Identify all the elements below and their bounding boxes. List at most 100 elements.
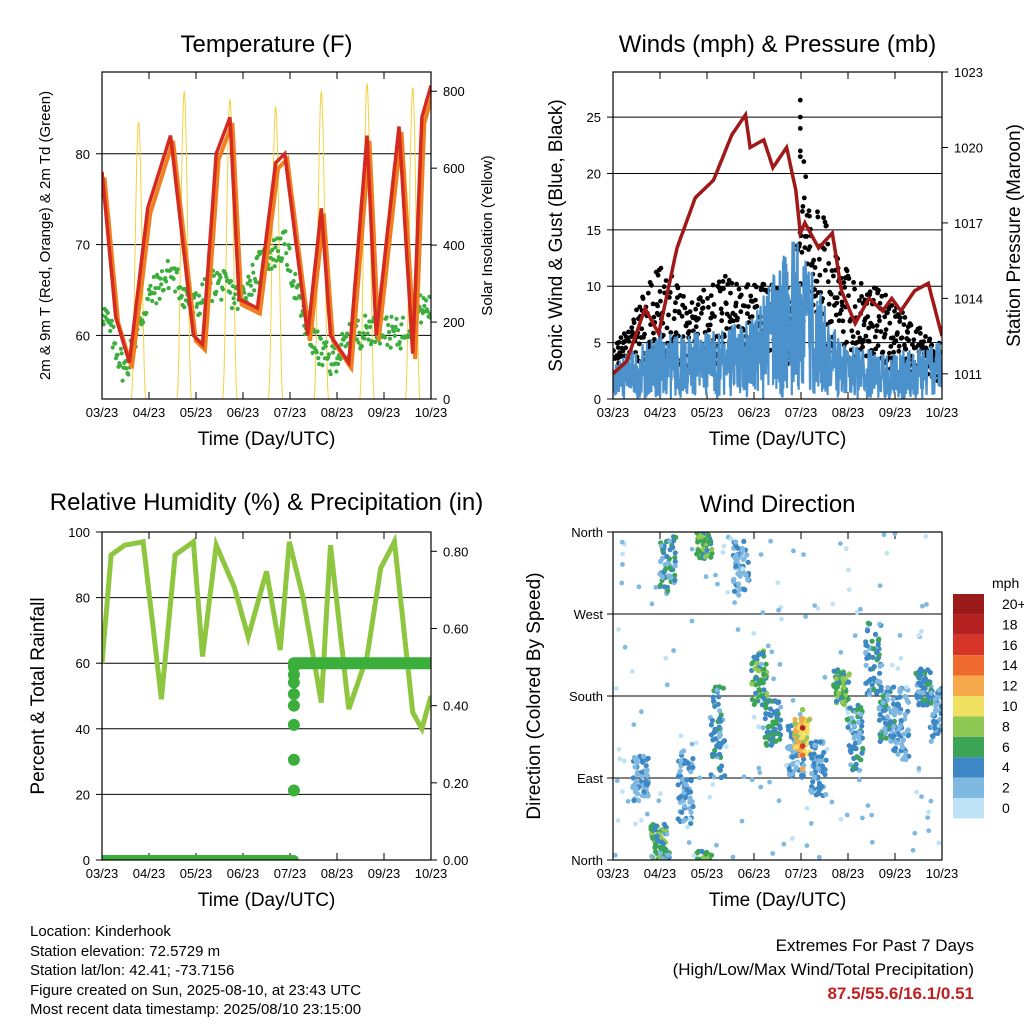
- legend-label: 18: [1002, 616, 1018, 632]
- rainfall-point: [287, 699, 300, 712]
- direction-point: [719, 763, 725, 769]
- direction-point: [654, 837, 661, 843]
- direction-point: [852, 633, 858, 638]
- dewpoint-point: [251, 270, 256, 275]
- gust-point: [876, 314, 882, 319]
- y-tick-label: 0.80: [443, 544, 468, 559]
- gust-point: [861, 337, 866, 343]
- dewpoint-point: [424, 298, 429, 303]
- direction-point: [838, 816, 844, 822]
- direction-point: [928, 700, 934, 706]
- direction-point: [683, 794, 689, 801]
- direction-point: [833, 676, 839, 682]
- direction-point: [865, 803, 871, 808]
- direction-point: [763, 740, 769, 747]
- direction-point: [816, 758, 822, 764]
- direction-point: [817, 782, 823, 789]
- gust-point: [831, 273, 836, 279]
- direction-point: [919, 794, 924, 799]
- dewpoint-point: [389, 314, 394, 319]
- gust-point: [859, 294, 864, 299]
- direction-point: [914, 693, 920, 699]
- direction-point: [633, 821, 638, 827]
- direction-point: [860, 815, 865, 821]
- direction-point: [756, 765, 762, 771]
- dewpoint-point: [250, 262, 255, 267]
- direction-point: [797, 712, 803, 717]
- y-tick-label: 600: [443, 161, 465, 176]
- dewpoint-point: [214, 289, 219, 294]
- gust-point: [689, 300, 695, 305]
- dewpoint-point: [396, 328, 401, 333]
- direction-point: [941, 691, 942, 694]
- gust-point: [897, 319, 903, 324]
- gust-point: [840, 329, 846, 334]
- direction-point: [712, 747, 718, 754]
- gust-point: [640, 296, 646, 301]
- direction-point: [897, 710, 903, 716]
- dewpoint-point: [357, 330, 362, 335]
- direction-point: [943, 689, 948, 694]
- direction-point: [897, 694, 903, 700]
- direction-point: [665, 588, 671, 594]
- direction-point: [864, 655, 870, 661]
- dewpoint-point: [287, 246, 292, 251]
- dewpoint-point: [118, 346, 123, 351]
- plot-border: [101, 71, 432, 400]
- direction-point: [926, 809, 931, 815]
- direction-point: [777, 736, 783, 742]
- direction-point: [709, 717, 716, 724]
- direction-point: [865, 620, 871, 626]
- gust-point: [897, 315, 903, 321]
- x-tick-label: 04/23: [133, 405, 166, 420]
- legend-swatch: [953, 614, 984, 635]
- x-tick-label: 03/23: [597, 405, 630, 420]
- dewpoint-point: [102, 322, 106, 327]
- dewpoint-point: [175, 267, 180, 272]
- gust-point: [695, 302, 701, 308]
- direction-point: [869, 682, 875, 688]
- direction-point: [845, 696, 851, 702]
- dewpoint-point: [219, 297, 224, 302]
- dewpoint-point: [384, 315, 389, 320]
- direction-point: [910, 847, 916, 853]
- direction-point: [891, 747, 897, 753]
- direction-point: [689, 799, 695, 805]
- direction-point: [938, 723, 942, 729]
- direction-point: [670, 544, 676, 551]
- gust-point: [616, 339, 622, 345]
- gust-point: [706, 304, 711, 310]
- direction-point: [880, 715, 887, 721]
- direction-point: [941, 693, 942, 695]
- direction-point: [789, 761, 795, 767]
- gust-point: [885, 310, 890, 316]
- direction-point: [928, 690, 935, 696]
- direction-point: [765, 643, 771, 649]
- x-tick-label: 07/23: [785, 866, 818, 881]
- dewpoint-point: [323, 344, 328, 349]
- direction-point: [639, 818, 644, 823]
- dewpoint-point: [218, 275, 223, 280]
- dewpoint-point: [272, 264, 277, 269]
- dewpoint-point: [274, 258, 279, 263]
- direction-point: [926, 681, 932, 687]
- dewpoint-point: [278, 236, 283, 241]
- gust-point: [618, 335, 624, 340]
- y-tick-label: 10: [587, 279, 601, 294]
- direction-point: [799, 734, 806, 740]
- y-tick-label: 80: [76, 147, 90, 162]
- direction-point: [717, 708, 723, 714]
- gust-point: [902, 315, 908, 320]
- direction-point: [696, 856, 702, 860]
- direction-point: [733, 563, 739, 569]
- gust-point: [804, 234, 809, 239]
- direction-point: [633, 785, 639, 791]
- gust-point: [841, 280, 847, 285]
- y-tick-label: West: [574, 607, 604, 622]
- dewpoint-point: [367, 319, 372, 324]
- gust-point: [645, 290, 651, 296]
- gust-point: [875, 343, 881, 348]
- gust-point: [745, 311, 750, 316]
- direction-point: [769, 741, 775, 747]
- dewpoint-point: [110, 345, 115, 350]
